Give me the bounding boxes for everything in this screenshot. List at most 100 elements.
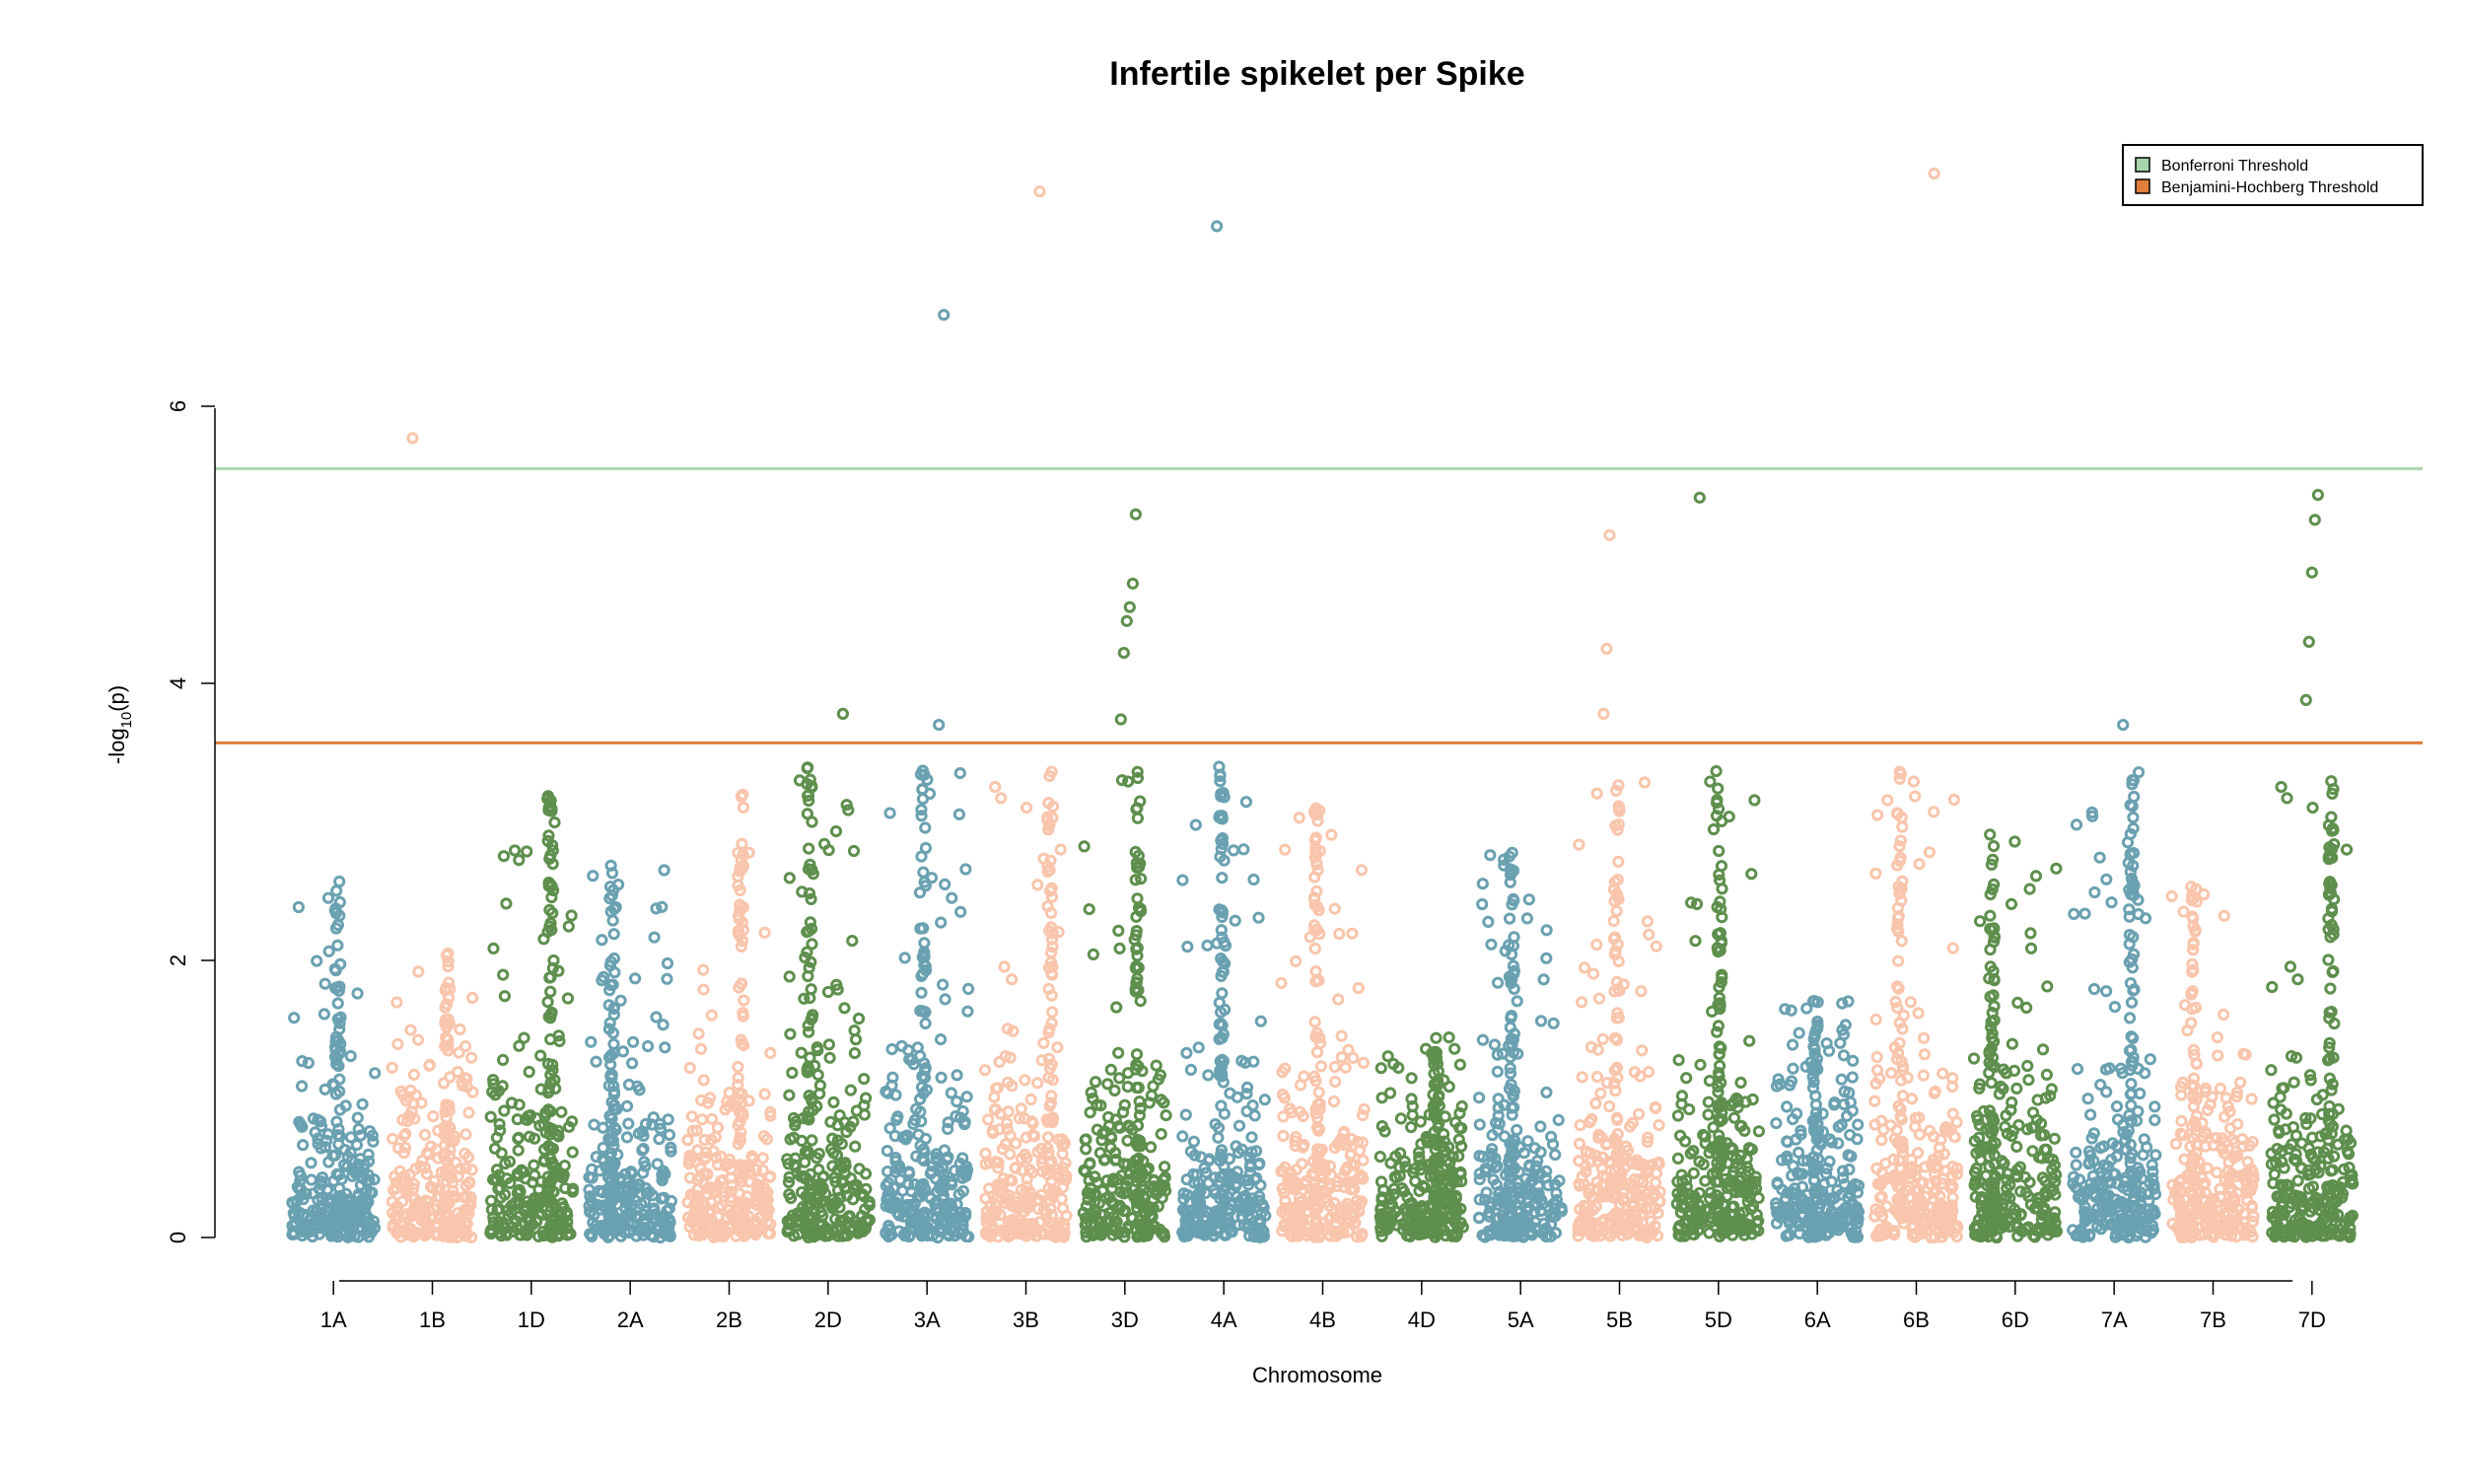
snp-point	[2013, 1161, 2026, 1173]
snp-point	[1628, 1066, 1642, 1079]
snp-point	[530, 1214, 543, 1227]
snp-point	[1001, 1117, 1014, 1130]
snp-point	[1021, 1152, 1033, 1165]
snp-point	[1845, 1150, 1858, 1163]
snp-point	[1891, 1002, 1904, 1015]
snp-point	[1707, 1121, 1720, 1134]
snp-point	[705, 1009, 718, 1022]
snp-point	[1389, 1150, 1402, 1163]
snp-point	[1800, 1002, 1813, 1015]
snp-point	[1445, 1169, 1458, 1182]
snp-point	[1024, 1093, 1037, 1106]
snp-point	[1896, 1023, 1909, 1035]
snp-point	[511, 1222, 524, 1235]
snp-point	[544, 917, 557, 930]
snp-point	[586, 1171, 599, 1184]
snp-point	[1714, 997, 1726, 1010]
snp-point	[313, 1218, 325, 1231]
snp-point	[1277, 1129, 1290, 1143]
snp-point	[493, 1118, 506, 1131]
snp-point	[979, 1227, 993, 1239]
snp-point	[916, 1005, 930, 1018]
snp-point	[1806, 1082, 1820, 1095]
snp-point	[392, 1142, 405, 1155]
snp-point	[701, 1168, 714, 1181]
snp-point	[1103, 1207, 1116, 1220]
snp-point	[1944, 1181, 1957, 1195]
snp-point	[1328, 902, 1341, 915]
snp-point	[2020, 1001, 2033, 1015]
snp-point	[1179, 1108, 1192, 1121]
snp-point	[831, 1164, 845, 1176]
snp-point	[1807, 1060, 1820, 1073]
snp-point	[654, 1122, 668, 1135]
snp-point	[542, 1103, 555, 1116]
snp-point	[1375, 1092, 1388, 1104]
snp-point	[597, 1141, 609, 1155]
snp-point	[561, 992, 575, 1005]
snp-point	[313, 1228, 325, 1240]
snp-point	[1085, 1086, 1097, 1099]
snp-point	[544, 985, 557, 998]
snp-point	[1825, 1136, 1839, 1149]
snp-point	[1786, 1169, 1798, 1182]
snp-point	[331, 997, 344, 1010]
snp-point	[919, 963, 933, 977]
snp-point	[1868, 1095, 1881, 1107]
snp-point	[1180, 1046, 1193, 1060]
snp-point	[607, 1002, 621, 1015]
snp-point	[1716, 814, 1728, 828]
snp-point	[1978, 1219, 1991, 1232]
snp-point	[1592, 1128, 1605, 1142]
snp-point	[1431, 1057, 1444, 1071]
snp-point	[902, 1044, 915, 1057]
snp-point	[444, 982, 457, 996]
snp-point	[1692, 1198, 1705, 1211]
snp-point	[1145, 1141, 1158, 1154]
snp-point	[1085, 1207, 1097, 1220]
snp-point	[805, 983, 817, 996]
snp-point	[1909, 790, 1922, 803]
snp-point	[1308, 898, 1321, 912]
snp-point	[1044, 854, 1057, 867]
snp-point	[1357, 1154, 1370, 1166]
snp-point	[1176, 874, 1189, 886]
snp-point	[2010, 1082, 2023, 1095]
snp-point	[318, 1083, 331, 1095]
snp-point	[1587, 1230, 1601, 1242]
snp-point	[635, 1197, 648, 1211]
snp-point	[1937, 1213, 1950, 1226]
snp-point	[1507, 1088, 1519, 1101]
snp-point	[1312, 974, 1325, 987]
snp-point	[803, 1064, 816, 1078]
snp-point	[1134, 1229, 1147, 1241]
snp-point	[1057, 1222, 1071, 1235]
snp-point	[658, 864, 670, 877]
snp-point	[1015, 1102, 1027, 1115]
snp-point	[961, 1005, 974, 1018]
snp-point	[1297, 1109, 1309, 1123]
snp-point	[1893, 1154, 1906, 1167]
snp-point	[1121, 1134, 1134, 1147]
snp-point	[1113, 942, 1126, 955]
snp-point	[1923, 846, 1937, 859]
snp-point	[396, 1195, 409, 1208]
snp-point	[1279, 1161, 1292, 1173]
snp-point	[939, 993, 951, 1006]
snp-point	[331, 918, 344, 932]
snp-point	[1576, 1071, 1588, 1084]
snp-point	[333, 1085, 346, 1098]
snp-point	[1045, 1090, 1058, 1102]
snp-point	[1506, 846, 1518, 859]
snp-point	[733, 1196, 745, 1209]
snp-point	[1946, 1191, 1959, 1204]
snp-point	[1455, 1140, 1468, 1153]
snp-point	[1031, 1193, 1044, 1206]
snp-point	[1893, 1017, 1906, 1029]
snp-point	[1237, 1219, 1250, 1232]
snp-point	[657, 1019, 669, 1031]
snp-point	[806, 938, 818, 951]
snp-point	[420, 1167, 433, 1180]
snp-point	[1492, 1109, 1505, 1122]
